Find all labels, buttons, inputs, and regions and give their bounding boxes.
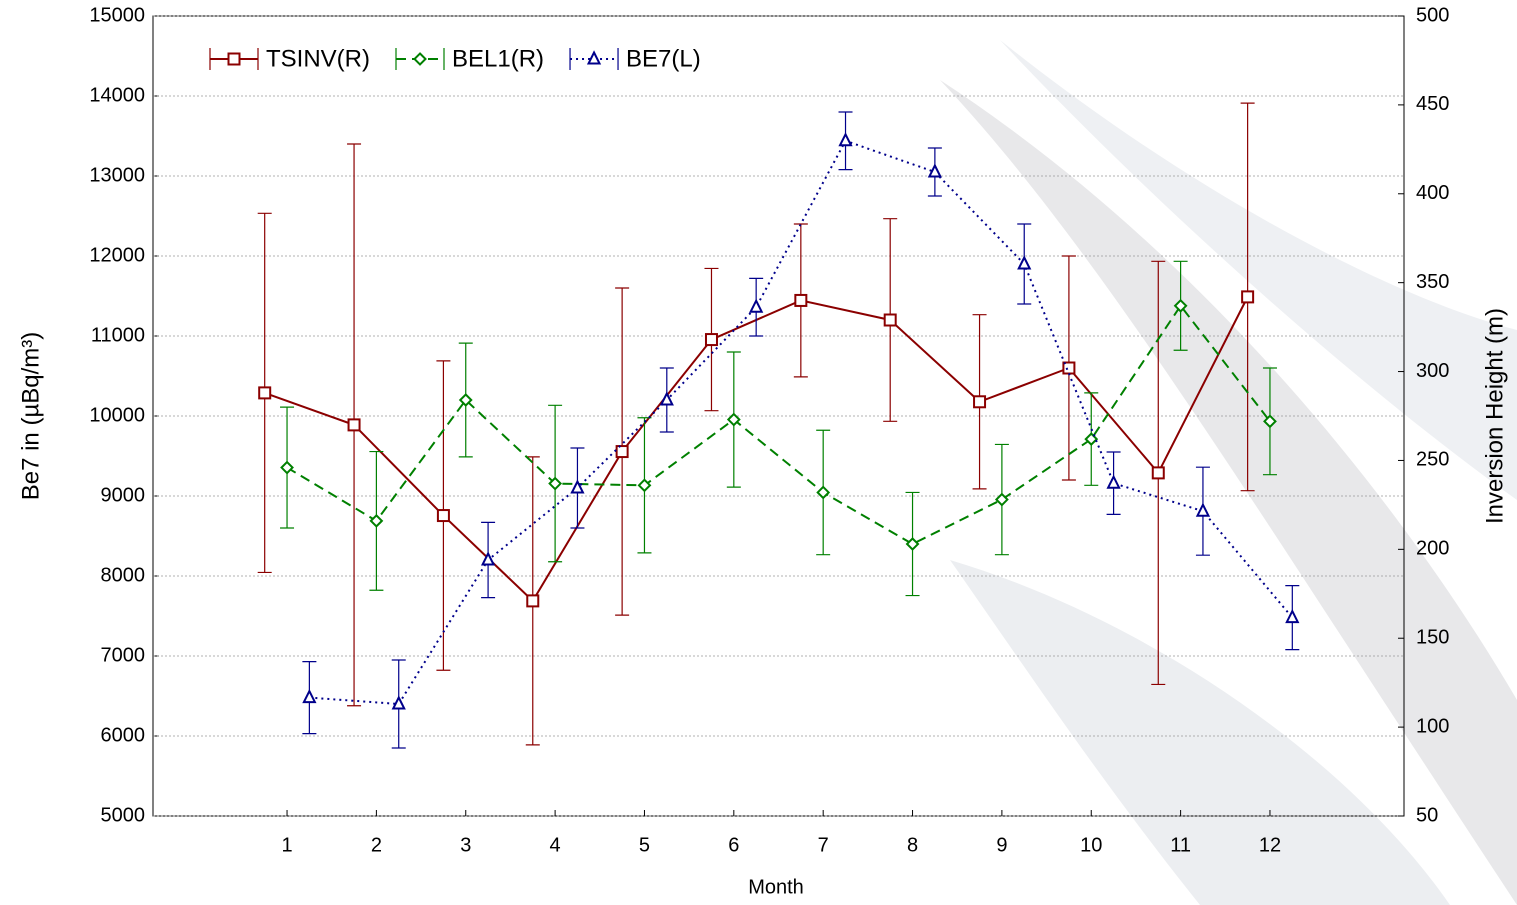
marker (659, 391, 674, 406)
y-axis-label: Be7 in (µBq/m³) (17, 332, 44, 501)
marker (458, 393, 473, 407)
marker (302, 688, 317, 704)
marker (369, 513, 384, 528)
marker (548, 476, 563, 491)
y2-tick-label: 400 (1416, 182, 1449, 204)
x-tick-label: 4 (550, 834, 561, 856)
x-tick-label: 12 (1259, 834, 1281, 856)
y-tick-label: 12000 (89, 244, 145, 266)
marker (1173, 298, 1188, 313)
y2-tick-label: 250 (1416, 449, 1449, 471)
legend-marker (586, 50, 602, 65)
background-swoosh (1000, 40, 1517, 500)
legend-errorbar (395, 48, 445, 70)
x-tick-label: 1 (281, 834, 292, 856)
marker (749, 298, 764, 313)
marker (816, 485, 831, 500)
marker (280, 460, 294, 475)
y-tick-label: 10000 (89, 404, 145, 426)
y-tick-label: 9000 (101, 484, 146, 506)
legend-marker (413, 52, 427, 66)
marker (1151, 466, 1165, 480)
marker (1106, 474, 1121, 489)
y-tick-label: 6000 (101, 724, 146, 746)
legend-label: BE7(L) (626, 45, 701, 72)
marker (570, 479, 585, 494)
y-tick-label: 13000 (89, 164, 145, 186)
marker (838, 132, 853, 147)
y2-tick-label: 200 (1416, 538, 1449, 560)
marker (480, 551, 496, 566)
y2-axis-label: Inversion Height (m) (1481, 308, 1508, 524)
marker (1285, 608, 1300, 624)
marker (973, 395, 987, 409)
legend-marker (227, 52, 241, 66)
series-line (264, 296, 1249, 603)
y2-tick-label: 50 (1416, 804, 1438, 826)
legend-label: TSINV(R) (266, 45, 370, 72)
series-line (309, 139, 1294, 706)
x-tick-label: 2 (371, 834, 382, 856)
x-tick-label: 5 (639, 834, 650, 856)
marker (637, 478, 652, 493)
y-tick-label: 8000 (101, 564, 146, 586)
marker (905, 537, 920, 551)
background-swoosh (950, 560, 1450, 905)
legend-label: BEL1(R) (452, 45, 544, 72)
y2-tick-label: 100 (1416, 715, 1449, 737)
marker (1017, 255, 1032, 270)
y-tick-label: 11000 (91, 324, 145, 346)
marker (994, 492, 1009, 507)
x-axis-label: Month (748, 876, 804, 898)
x-tick-label: 11 (1170, 834, 1191, 856)
y2-tick-label: 500 (1416, 4, 1449, 26)
marker (704, 333, 718, 347)
y2-tick-label: 450 (1416, 93, 1449, 115)
y2-tick-label: 150 (1416, 627, 1449, 649)
marker (615, 445, 629, 459)
legend-errorbar (209, 48, 259, 70)
x-tick-label: 8 (907, 834, 918, 856)
x-tick-label: 7 (818, 834, 829, 856)
y-tick-label: 5000 (101, 804, 146, 826)
marker (391, 695, 406, 710)
marker (794, 293, 808, 307)
y2-tick-label: 350 (1416, 271, 1449, 293)
x-tick-label: 6 (728, 834, 739, 856)
marker (726, 412, 741, 427)
x-tick-label: 3 (460, 834, 471, 856)
y-tick-label: 7000 (101, 644, 146, 666)
marker (927, 163, 942, 178)
marker (883, 313, 897, 327)
marker (347, 418, 361, 432)
y-tick-label: 15000 (89, 4, 145, 26)
series-line (286, 304, 1271, 546)
x-tick-label: 9 (996, 834, 1007, 856)
legend-errorbar (569, 48, 619, 70)
y2-tick-label: 300 (1416, 360, 1449, 382)
y-tick-label: 14000 (89, 84, 145, 106)
x-tick-label: 10 (1080, 834, 1102, 856)
marker (258, 386, 272, 400)
marker (526, 594, 540, 608)
marker (1263, 414, 1277, 429)
marker (1241, 290, 1255, 304)
marker (436, 509, 450, 523)
marker (1195, 502, 1211, 517)
